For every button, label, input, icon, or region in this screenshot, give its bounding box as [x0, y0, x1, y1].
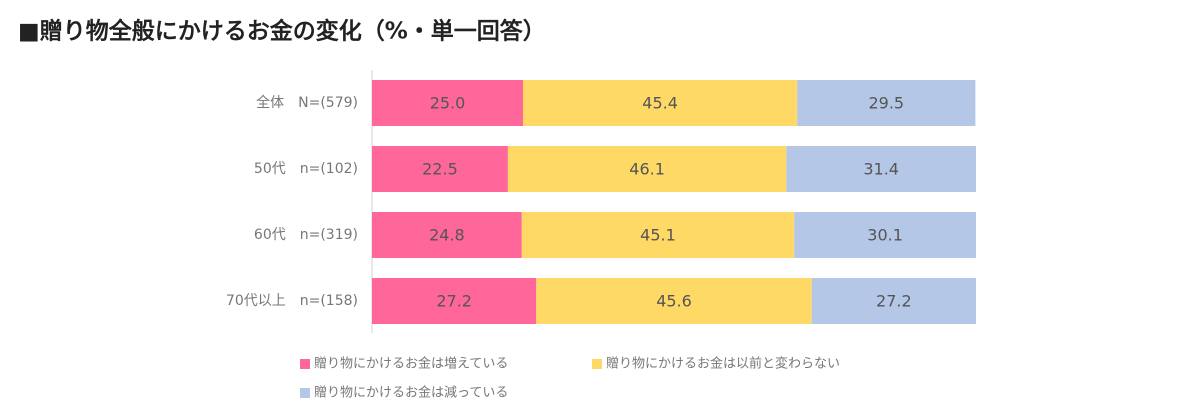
value-label: 46.1 [629, 160, 665, 179]
legend-swatch [300, 388, 310, 398]
bar-segment [811, 278, 976, 324]
legend-swatch [592, 359, 602, 369]
value-label: 45.4 [642, 94, 678, 113]
legend-swatch [300, 359, 310, 369]
bar-segment [521, 212, 795, 258]
value-label: 30.1 [867, 226, 903, 245]
value-label: 29.5 [868, 94, 904, 113]
y-tick-label: 70代以上 n=(158) [226, 293, 358, 309]
y-tick-label: 60代 n=(319) [254, 227, 358, 243]
bar-segment [372, 80, 523, 126]
value-label: 45.6 [656, 292, 692, 311]
value-label: 22.5 [422, 160, 458, 179]
bar-segment [797, 80, 976, 126]
value-label: 27.2 [436, 292, 472, 311]
bar-segment [523, 80, 798, 126]
legend-label: 贈り物にかけるお金は減っている [314, 385, 508, 401]
value-label: 25.0 [430, 94, 466, 113]
bar-segment [794, 212, 976, 258]
bar-segment [372, 146, 508, 192]
bar-segment [536, 278, 812, 324]
y-tick-label: 50代 n=(102) [254, 161, 358, 177]
value-label: 27.2 [876, 292, 912, 311]
legend-label: 贈り物にかけるお金は以前と変わらない [606, 356, 840, 372]
value-label: 31.4 [863, 160, 899, 179]
value-label: 24.8 [429, 226, 465, 245]
bar-segment [507, 146, 787, 192]
legend-label: 贈り物にかけるお金は増えている [314, 356, 508, 372]
chart-title: ■贈り物全般にかけるお金の変化（%・単一回答） [18, 18, 546, 45]
y-tick-label: 全体 N=(579) [256, 94, 358, 111]
bar-segment [786, 146, 976, 192]
bar-segment [372, 212, 522, 258]
bar-segment [372, 278, 537, 324]
value-label: 45.1 [640, 226, 676, 245]
